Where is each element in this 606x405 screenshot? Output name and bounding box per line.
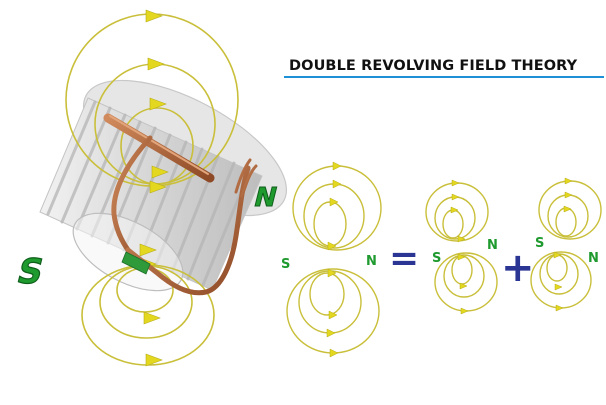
field-arrow: [451, 179, 460, 187]
field-arrow: [139, 243, 157, 257]
pulsating-lower-middle: [298, 270, 362, 334]
coil-loop: [111, 135, 153, 261]
backward-lower-inner: [546, 254, 568, 282]
field-arrow: [147, 57, 165, 71]
field-arrow: [457, 235, 466, 243]
forward-field-arrows: [450, 179, 469, 315]
field-arrow: [149, 97, 167, 111]
pulsating-field-arrows: [326, 161, 342, 358]
coil-insulation: [121, 251, 151, 275]
backward-field-arrows: [553, 177, 573, 312]
field-arrow: [457, 253, 466, 261]
field-arrow: [451, 193, 460, 201]
pulsating-lower-inner: [309, 272, 345, 316]
stator-south-label: S: [13, 252, 47, 291]
field-arrow: [326, 328, 336, 338]
forward-lower-middle: [443, 254, 485, 298]
page-title: DOUBLE REVOLVING FIELD THEORY: [289, 58, 578, 74]
field-arrow: [553, 251, 562, 259]
field-arrow: [143, 311, 161, 325]
field-arrow: [563, 205, 572, 213]
pulsating-south-label: S: [281, 257, 290, 272]
forward-upper-inner: [442, 209, 464, 239]
stator-field-arrows: [139, 9, 169, 367]
coil-top-bundle-shine: [109, 115, 209, 175]
coil-lead-2: [240, 164, 258, 198]
field-arrow: [327, 241, 337, 251]
pulsating-upper-inner: [313, 201, 347, 247]
equals-operator: =: [389, 238, 419, 279]
field-arrow: [149, 180, 167, 194]
forward-north-label: N: [487, 238, 498, 253]
field-arrow: [145, 353, 163, 367]
backward-upper-middle: [547, 194, 589, 238]
backward-north-label: N: [588, 251, 599, 266]
forward-south-label: S: [432, 251, 441, 266]
coil-lead-1: [234, 158, 252, 194]
stator-coil: [103, 113, 258, 296]
backward-upper-inner: [555, 207, 577, 237]
pulsating-north-label: N: [366, 254, 377, 269]
field-arrow: [555, 304, 564, 312]
forward-lower-inner: [451, 255, 473, 285]
forward-upper-middle: [434, 196, 476, 240]
coil-bottom-bundle: [125, 165, 251, 296]
field-arrow: [329, 348, 339, 358]
coil-insulation-band: [121, 251, 151, 275]
field-arrow: [329, 197, 339, 207]
field-arrow: [459, 282, 468, 290]
coil-top-bundle: [103, 113, 215, 183]
plus-operator: +: [501, 245, 535, 291]
title-underline: [284, 76, 604, 78]
pulsating-upper-middle: [303, 183, 365, 249]
field-arrow: [151, 165, 169, 179]
field-arrow: [450, 206, 459, 214]
field-arrow: [332, 179, 342, 189]
field-arrow: [460, 307, 469, 315]
field-arrow: [554, 283, 563, 291]
field-arrow: [328, 310, 338, 320]
field-arrow: [564, 177, 573, 185]
field-arrow: [145, 9, 163, 23]
field-arrow: [564, 191, 573, 199]
backward-south-label: S: [535, 236, 544, 251]
pulsating-upper-outer: [292, 165, 382, 251]
field-arrow: [332, 161, 342, 171]
field-arrow: [327, 268, 337, 278]
